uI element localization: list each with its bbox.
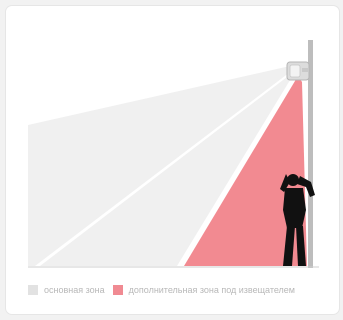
legend-label-main-zone: основная зона	[44, 285, 105, 295]
legend-item-extra-zone: дополнительная зона под извещателем	[112, 285, 295, 295]
person-silhouette-icon	[280, 174, 315, 266]
legend-label-extra-zone: дополнительная зона под извещателем	[128, 285, 295, 295]
legend-swatch-extra-zone	[112, 285, 123, 295]
beam-stripe-1	[35, 66, 300, 266]
legend-item-main-zone: основная зона	[28, 285, 105, 295]
detection-zone-diagram	[28, 40, 319, 268]
main-detection-zone	[28, 64, 299, 266]
pole	[308, 40, 313, 268]
legend: основная зона дополнительная зона под из…	[28, 282, 295, 298]
beam-stripe-2	[177, 67, 300, 266]
legend-swatch-main-zone	[28, 285, 38, 295]
motion-detector-icon	[286, 61, 310, 81]
extra-detection-zone	[184, 76, 307, 266]
